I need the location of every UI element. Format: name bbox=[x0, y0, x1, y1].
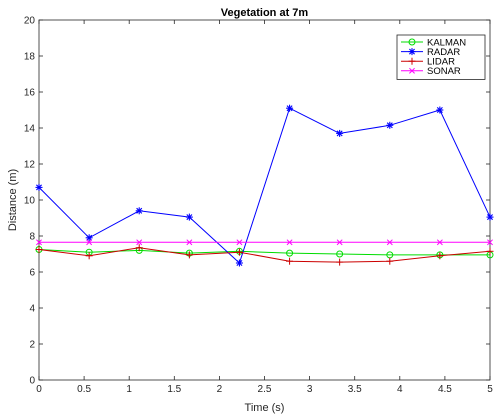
data-point-sonar bbox=[186, 239, 193, 246]
data-point-lidar bbox=[286, 257, 294, 265]
data-point-kalman bbox=[336, 250, 344, 258]
legend-item-radar: RADAR bbox=[401, 47, 460, 58]
chart-title: Vegetation at 7m bbox=[221, 7, 309, 19]
y-tick-label: 18 bbox=[24, 52, 36, 63]
x-tick-label: 0 bbox=[36, 384, 42, 395]
data-point-radar bbox=[85, 234, 93, 242]
legend-label-radar: RADAR bbox=[427, 47, 460, 58]
x-tick-label: 5 bbox=[487, 384, 493, 395]
legend-marker-lidar bbox=[408, 57, 416, 65]
x-tick-label: 3 bbox=[307, 384, 313, 395]
data-point-lidar bbox=[85, 252, 93, 260]
data-point-sonar bbox=[286, 239, 293, 246]
x-tick-label: 1.5 bbox=[167, 384, 181, 395]
data-point-lidar bbox=[386, 257, 394, 265]
legend-marker-radar bbox=[408, 48, 416, 56]
y-tick-label: 16 bbox=[24, 88, 36, 99]
data-point-radar bbox=[336, 129, 344, 137]
data-point-sonar bbox=[386, 239, 393, 246]
data-point-lidar bbox=[336, 258, 344, 266]
legend-item-sonar: SONAR bbox=[401, 66, 461, 77]
y-tick-label: 6 bbox=[29, 268, 35, 279]
series-radar bbox=[35, 104, 494, 267]
series-lidar bbox=[35, 244, 494, 266]
x-tick-label: 1 bbox=[126, 384, 132, 395]
legend-item-kalman: KALMAN bbox=[401, 37, 466, 48]
x-tick-label: 2 bbox=[217, 384, 223, 395]
data-point-lidar bbox=[235, 248, 243, 256]
x-tick-label: 0.5 bbox=[77, 384, 91, 395]
data-point-sonar bbox=[86, 239, 93, 246]
plot-area: 0 0.5 1 1.5 2 2.5 3 3.5 4 4.5 5 0 2 4 6 8 10 12 14 16 18 20 bbox=[24, 16, 494, 395]
legend-item-lidar: LIDAR bbox=[401, 57, 455, 68]
data-point-sonar bbox=[336, 239, 343, 246]
data-point-lidar bbox=[185, 251, 193, 259]
y-tick-label: 20 bbox=[24, 16, 36, 27]
y-tick-label: 10 bbox=[24, 196, 36, 207]
data-point-sonar bbox=[487, 239, 493, 246]
legend-label-kalman: KALMAN bbox=[427, 37, 466, 48]
y-tick-label: 12 bbox=[24, 160, 36, 171]
data-point-radar bbox=[286, 104, 294, 112]
x-axis-label: Time (s) bbox=[245, 402, 285, 414]
data-point-radar bbox=[35, 183, 43, 191]
y-tick-label: 14 bbox=[24, 124, 36, 135]
series-sonar bbox=[36, 239, 493, 246]
y-tick-label: 2 bbox=[29, 340, 35, 351]
data-point-lidar bbox=[436, 252, 444, 260]
legend-marker-sonar bbox=[409, 67, 415, 74]
data-point-sonar bbox=[436, 239, 443, 246]
x-tick-label: 4 bbox=[397, 384, 403, 395]
data-point-radar bbox=[386, 121, 394, 129]
legend-label-sonar: SONAR bbox=[427, 66, 461, 77]
x-tick-label: 2.5 bbox=[258, 384, 272, 395]
data-point-kalman bbox=[286, 249, 294, 257]
data-point-radar bbox=[486, 213, 494, 221]
y-tick-label: 4 bbox=[29, 304, 35, 315]
data-point-radar bbox=[235, 259, 243, 267]
x-tick-label: 4.5 bbox=[438, 384, 452, 395]
legend-marker-kalman bbox=[408, 38, 416, 46]
data-point-lidar bbox=[486, 247, 494, 255]
data-point-sonar bbox=[136, 239, 143, 246]
data-point-lidar bbox=[35, 246, 43, 253]
y-axis-label: Distance (m) bbox=[7, 169, 19, 231]
series-line-lidar bbox=[38, 247, 491, 263]
data-point-radar bbox=[185, 213, 193, 221]
series-line-radar bbox=[38, 107, 491, 264]
data-point-lidar bbox=[135, 244, 143, 252]
x-tick-label: 3.5 bbox=[348, 384, 362, 395]
data-point-radar bbox=[436, 106, 444, 114]
y-tick-label: 0 bbox=[29, 376, 35, 387]
data-point-radar bbox=[135, 207, 143, 215]
data-point-sonar bbox=[236, 239, 243, 246]
y-tick-label: 8 bbox=[29, 232, 35, 243]
legend-label-lidar: LIDAR bbox=[427, 57, 455, 68]
data-point-sonar bbox=[36, 239, 42, 246]
